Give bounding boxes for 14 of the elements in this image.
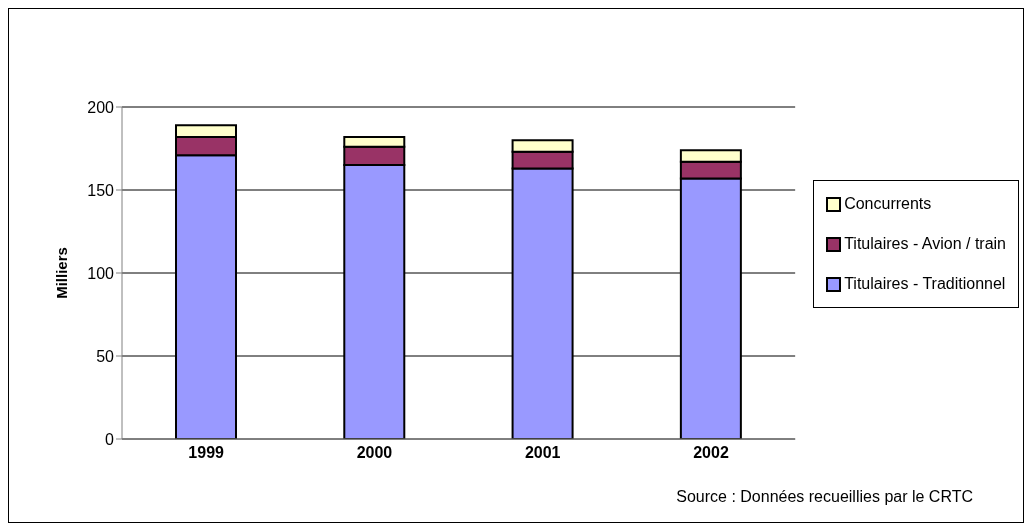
y-tick-label: 100 [87, 264, 115, 282]
x-tick-label: 2002 [693, 444, 729, 462]
source-note: Source : Données recueillies par le CRTC [676, 488, 973, 506]
x-tick-label: 2000 [356, 444, 393, 462]
legend-label: Titulaires - Avion / train [844, 235, 1006, 253]
x-tick-label: 2001 [524, 444, 561, 462]
x-tick-label: 1999 [188, 444, 225, 462]
y-axis-title: Milliers [53, 247, 71, 299]
legend-label: Concurrents [844, 195, 932, 213]
y-tick-label: 150 [87, 181, 115, 199]
y-tick-label: 0 [105, 430, 115, 448]
y-tick-label: 50 [96, 347, 115, 365]
y-tick-label: 200 [87, 98, 115, 116]
legend-label: Titulaires - Traditionnel [844, 275, 1006, 293]
